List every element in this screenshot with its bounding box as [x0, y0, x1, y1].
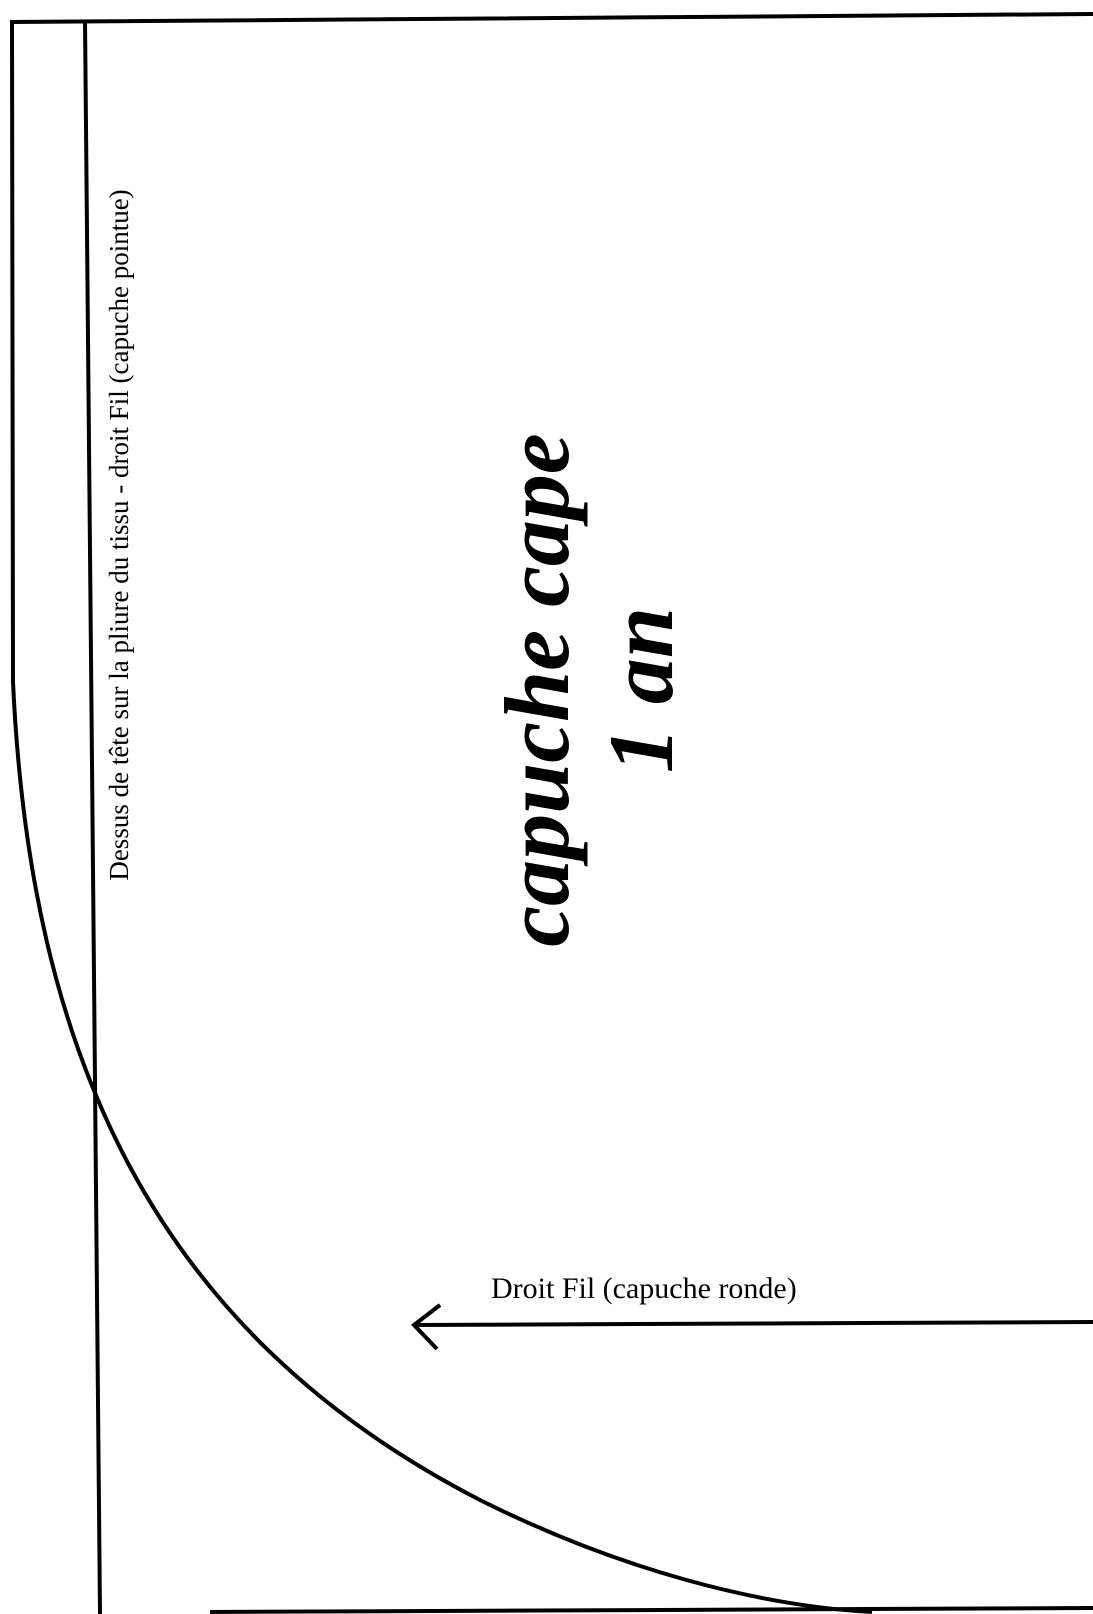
grain-line-arrow — [413, 1320, 1093, 1327]
fold-line — [83, 19, 102, 1614]
pattern-title: capuche cape 1 an — [486, 433, 692, 947]
pattern-outer-edge — [9, 12, 1093, 683]
fold-label: Dessus de tête sur la pliure du tissu - … — [104, 189, 134, 880]
title-line-2: 1 an — [590, 607, 692, 773]
bottom-edge — [209, 1606, 1093, 1614]
hood-curve-edge — [11, 681, 873, 1614]
title-line-1: capuche cape — [486, 433, 588, 947]
grain-label: Droit Fil (capuche ronde) — [491, 1272, 797, 1305]
arrow-head-icon — [411, 1303, 442, 1351]
